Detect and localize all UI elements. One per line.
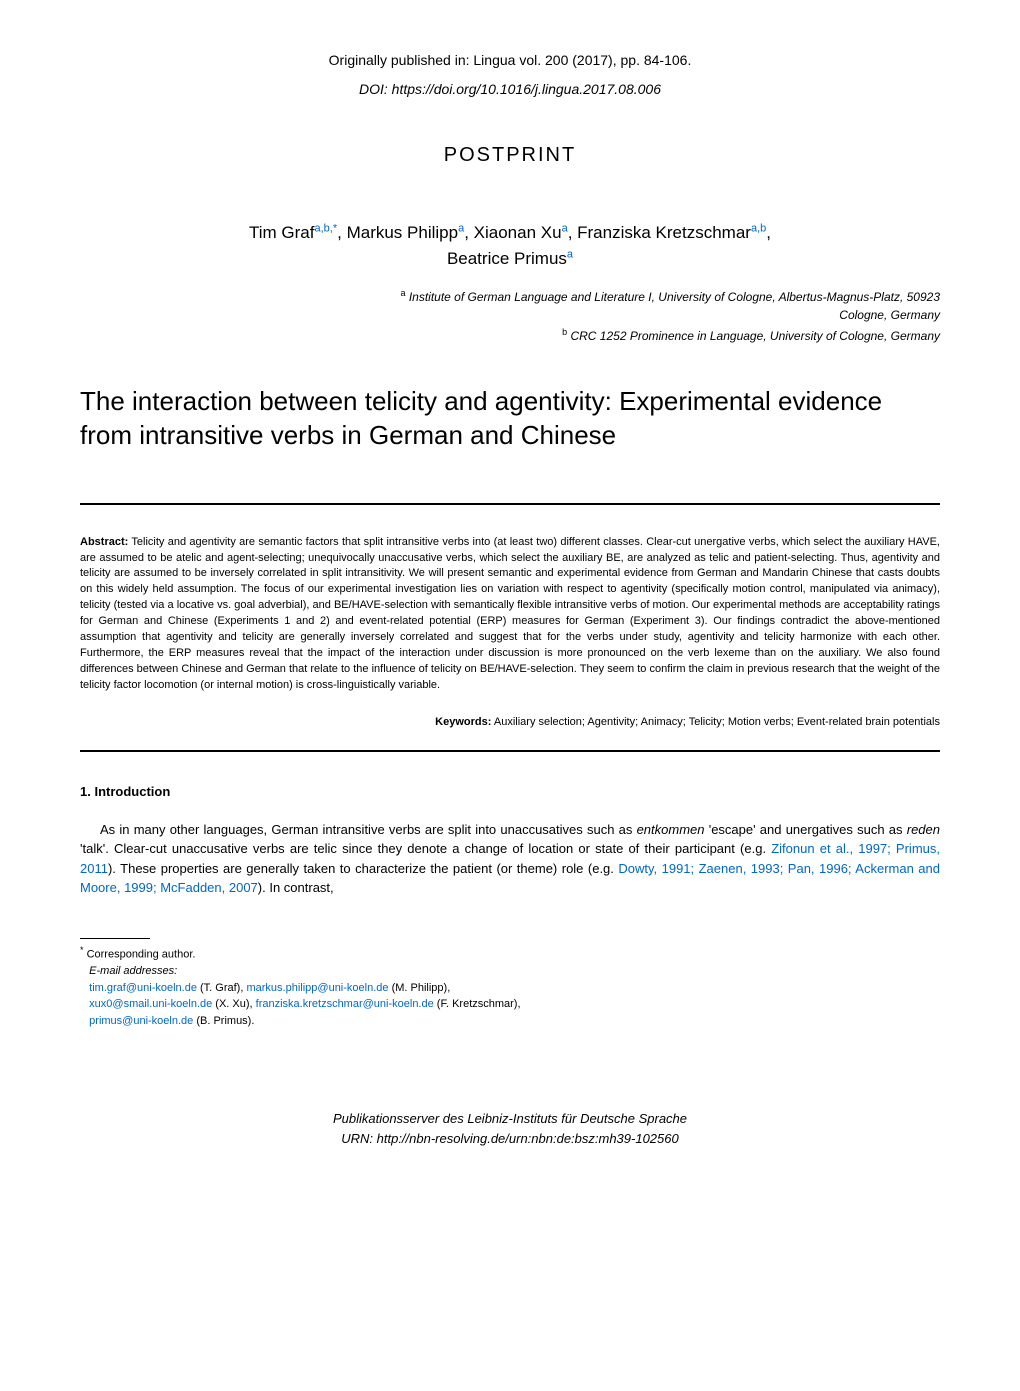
- author-1-name: Markus Philipp: [347, 223, 459, 242]
- author-2-affil: a: [562, 222, 568, 234]
- email-2-name: (X. Xu): [215, 998, 249, 1010]
- divider-bottom: [80, 750, 940, 752]
- author-4-name: Beatrice Primus: [447, 249, 567, 268]
- email-3[interactable]: franziska.kretzschmar@uni-koeln.de: [256, 998, 434, 1010]
- author-3-name: Franziska Kretzschmar: [577, 223, 751, 242]
- author-3-affil: a,b: [751, 222, 766, 234]
- affiliation-a: a Institute of German Language and Liter…: [380, 287, 940, 324]
- footer-line-1: Publikationsserver des Leibniz-Instituts…: [80, 1109, 940, 1129]
- author-0-name: Tim Graf: [249, 223, 314, 242]
- affiliations-block: a Institute of German Language and Liter…: [80, 287, 940, 345]
- email-4[interactable]: primus@uni-koeln.de: [89, 1015, 193, 1027]
- footnote-block: * Corresponding author. E-mail addresses…: [80, 944, 940, 1029]
- author-2-name: Xiaonan Xu: [474, 223, 562, 242]
- article-title: The interaction between telicity and age…: [80, 385, 940, 453]
- keywords-label: Keywords:: [435, 716, 491, 728]
- publication-info: Originally published in: Lingua vol. 200…: [80, 50, 940, 71]
- intro-text-c: 'talk'. Clear-cut unaccusative verbs are…: [80, 841, 771, 856]
- intro-text-b: 'escape' and unergatives such as: [705, 822, 907, 837]
- email-1-name: (M. Philipp): [392, 982, 448, 994]
- abstract: Abstract: Telicity and agentivity are se…: [80, 535, 940, 694]
- postprint-label: POSTPRINT: [80, 140, 940, 170]
- email-2[interactable]: xux0@smail.uni-koeln.de: [89, 998, 212, 1010]
- abstract-text: Telicity and agentivity are semantic fac…: [80, 536, 940, 691]
- divider-top: [80, 503, 940, 505]
- email-1[interactable]: markus.philipp@uni-koeln.de: [246, 982, 388, 994]
- author-4: Beatrice Primusa: [447, 249, 573, 268]
- doi-line: DOI: https://doi.org/10.1016/j.lingua.20…: [80, 79, 940, 100]
- intro-heading: 1. Introduction: [80, 782, 940, 802]
- affiliation-b-text: CRC 1252 Prominence in Language, Univers…: [570, 329, 940, 343]
- term-entkommen: entkommen: [637, 822, 705, 837]
- intro-text-d: ). These properties are generally taken …: [108, 861, 618, 876]
- footnote-rule: [80, 938, 150, 939]
- author-0-affil: a,b,*: [314, 222, 337, 234]
- author-1-affil: a: [458, 222, 464, 234]
- author-4-affil: a: [567, 248, 573, 260]
- email-3-name: (F. Kretzschmar): [437, 998, 518, 1010]
- term-reden: reden: [907, 822, 940, 837]
- affiliation-b-label: b: [562, 327, 567, 337]
- author-1: Markus Philippa: [347, 223, 465, 242]
- corresponding-author-label: Corresponding author.: [87, 949, 196, 961]
- author-3: Franziska Kretzschmara,b: [577, 223, 766, 242]
- email-4-name: (B. Primus).: [196, 1015, 254, 1027]
- doi-label: DOI:: [359, 81, 392, 97]
- email-0[interactable]: tim.graf@uni-koeln.de: [89, 982, 197, 994]
- abstract-label: Abstract:: [80, 536, 128, 548]
- affiliation-b: b CRC 1252 Prominence in Language, Unive…: [380, 326, 940, 345]
- star-icon: *: [80, 945, 84, 955]
- authors-line: Tim Grafa,b,*, Markus Philippa, Xiaonan …: [80, 220, 940, 271]
- author-0: Tim Grafa,b,*: [249, 223, 337, 242]
- affiliation-a-text: Institute of German Language and Literat…: [409, 290, 940, 322]
- doi-value: https://doi.org/10.1016/j.lingua.2017.08…: [392, 81, 661, 97]
- intro-paragraph: As in many other languages, German intra…: [80, 820, 940, 898]
- keywords: Keywords: Auxiliary selection; Agentivit…: [80, 714, 940, 731]
- affiliation-a-label: a: [400, 288, 405, 298]
- footer-block: Publikationsserver des Leibniz-Instituts…: [80, 1109, 940, 1148]
- author-2: Xiaonan Xua: [474, 223, 568, 242]
- keywords-text: Auxiliary selection; Agentivity; Animacy…: [491, 716, 940, 728]
- email-addresses-label: E-mail addresses:: [89, 965, 177, 977]
- intro-text-a: As in many other languages, German intra…: [100, 822, 637, 837]
- intro-text-e: ). In contrast,: [258, 880, 334, 895]
- email-0-name: (T. Graf): [200, 982, 240, 994]
- footer-line-2: URN: http://nbn-resolving.de/urn:nbn:de:…: [80, 1129, 940, 1149]
